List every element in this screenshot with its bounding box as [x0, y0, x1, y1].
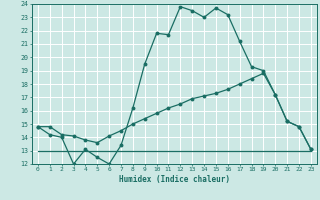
- X-axis label: Humidex (Indice chaleur): Humidex (Indice chaleur): [119, 175, 230, 184]
